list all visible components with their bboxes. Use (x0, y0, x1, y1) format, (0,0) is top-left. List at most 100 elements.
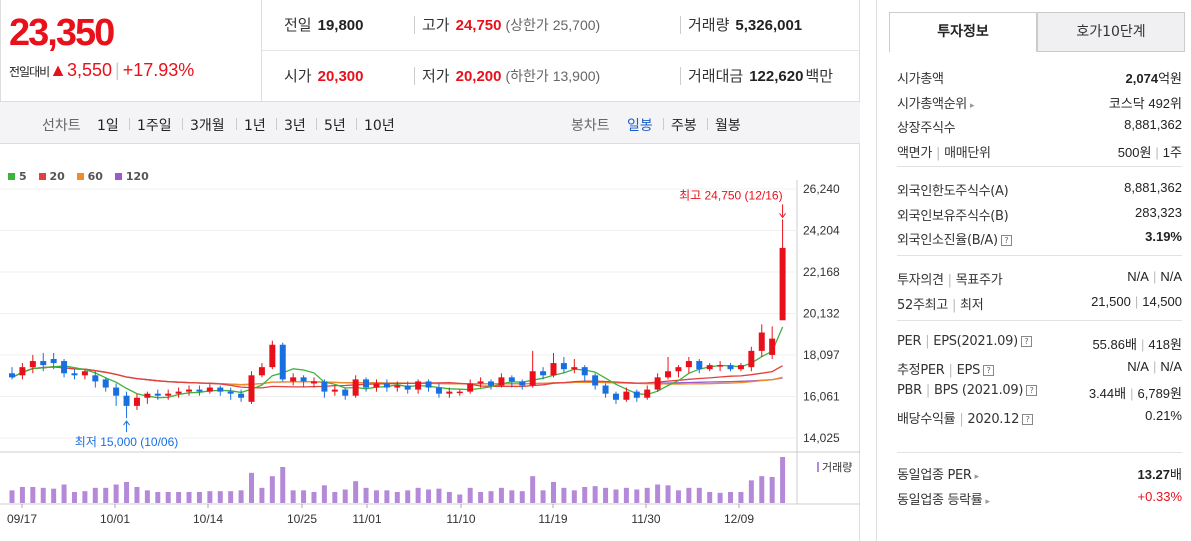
candle (644, 389, 651, 398)
chevron-right-icon[interactable]: ▸ (985, 496, 990, 507)
line-chart-label: 선차트 (42, 118, 81, 134)
candle (248, 375, 255, 402)
info-label: PER | EPS(2021.09)? (897, 334, 1032, 349)
volume-bar (623, 487, 629, 503)
info-row-g5-1[interactable]: 동일업종 등락률 ▸ +0.33% (897, 489, 1182, 509)
period-5y[interactable]: 5년 (324, 118, 346, 134)
info-row-g4-3[interactable]: 배당수익률 | 2020.12? 0.21% (897, 408, 1182, 428)
period-3m[interactable]: 3개월 (190, 118, 225, 134)
candle (206, 387, 213, 392)
info-row-g4-1[interactable]: 추정PER | EPS? N/A | N/A (897, 359, 1182, 379)
candle (477, 381, 484, 384)
info-value: 13.27배 (1137, 467, 1182, 482)
price-box: 23,350 전일대비▲3,550 | +17.93% (0, 0, 262, 102)
info-value: N/A | N/A (1127, 358, 1182, 374)
x-tick-label: 09/17 (7, 512, 37, 526)
volume-bar (144, 490, 150, 503)
info-label: 외국인한도주식수(A) (897, 184, 1009, 199)
info-divider (897, 452, 1182, 453)
volume-bar (582, 487, 588, 503)
help-icon[interactable]: ? (1022, 413, 1034, 425)
volume-bar (249, 472, 255, 503)
info-label: 액면가 | 매매단위 (897, 145, 991, 161)
info-label: 상장주식수 (897, 121, 956, 136)
candle (654, 377, 661, 390)
candle (300, 377, 307, 382)
info-value: 2,074억원 (1125, 71, 1182, 86)
volume-bar (769, 477, 775, 503)
x-tick-label: 11/19 (538, 512, 567, 526)
current-price: 23,350 (9, 12, 115, 54)
volume-bar (280, 467, 286, 503)
ma-legend: 5 20 60 120 (8, 170, 157, 183)
period-1y[interactable]: 1년 (244, 118, 266, 134)
info-value: +0.33% (1137, 488, 1182, 504)
volume-bar (207, 491, 213, 503)
change-percent: +17.93% (122, 60, 195, 80)
volume-bar (561, 487, 567, 503)
info-row-g4-0[interactable]: PER | EPS(2021.09)? 55.86배 | 418원 (897, 334, 1182, 354)
help-icon[interactable]: ? (1000, 235, 1012, 246)
info-row-g2-2[interactable]: 외국인소진율(B/A)? 3.19% (897, 229, 1182, 249)
volume: 거래량 5,326,001 (688, 17, 803, 34)
candlestick-chart: 26,240 24,204 22,168 20,132 18,097 16,061 14,0… (0, 180, 860, 526)
legend-ma60: 60 (76, 170, 103, 183)
info-row-g5-0[interactable]: 동일업종 PER ▸ 13.27배 (897, 464, 1182, 484)
candle (592, 375, 599, 386)
volume-legend-swatch (817, 462, 819, 472)
chevron-right-icon[interactable]: ▸ (974, 472, 980, 482)
volume-bar (540, 490, 546, 503)
candle (612, 393, 619, 400)
info-label: 동일업종 등락률 ▸ (897, 492, 990, 508)
volume-bar (405, 490, 411, 503)
candle-monthly[interactable]: 월봉 (715, 118, 741, 134)
candle (446, 391, 453, 394)
volume-bar (634, 489, 640, 503)
period-10y[interactable]: 10년 (364, 118, 395, 134)
candle (321, 381, 328, 392)
candle (769, 338, 776, 355)
volume-bar (436, 488, 442, 503)
candle (633, 391, 640, 398)
candle (175, 391, 182, 394)
tab-investment-info[interactable]: 투자정보 (889, 12, 1037, 52)
volume-bar (384, 490, 390, 503)
candle (61, 361, 68, 374)
volume-bar (446, 492, 452, 503)
candle-daily[interactable]: 일봉 (627, 118, 653, 134)
volume-bar (550, 482, 556, 503)
candle (279, 344, 286, 380)
candle (363, 379, 370, 388)
candle-weekly[interactable]: 주봉 (671, 118, 697, 134)
info-row-g4-2[interactable]: PBR | BPS (2021.09)? 3.44배 | 6,789원 (897, 383, 1182, 403)
candle (144, 393, 151, 398)
info-value: 8,881,362 (1124, 117, 1182, 132)
help-icon[interactable]: ? (1020, 336, 1032, 347)
info-value: 3.44배 | 6,789원 (1088, 386, 1182, 401)
volume-bar (571, 490, 577, 503)
volume-bar (51, 488, 57, 503)
help-icon[interactable]: ? (1026, 385, 1038, 396)
volume-bar (92, 487, 98, 503)
help-icon[interactable]: ? (983, 364, 995, 376)
candle (290, 377, 297, 382)
legend-ma20: 20 (38, 170, 65, 183)
volume-bar (259, 487, 265, 503)
period-1d[interactable]: 1일 (97, 118, 119, 134)
info-label: 시가총액 (897, 72, 944, 87)
candle (394, 385, 401, 388)
period-1w[interactable]: 1주일 (137, 118, 172, 134)
chevron-right-icon[interactable]: ▸ (969, 100, 975, 111)
volume-bar (165, 492, 171, 503)
candle (196, 389, 203, 392)
change-label: 전일대비 (9, 65, 50, 79)
volume-bar (186, 492, 192, 503)
candle (102, 379, 109, 388)
info-value: 0.21% (1145, 407, 1182, 423)
candle (342, 389, 349, 396)
info-row-g2-1: 외국인보유주식수(B) 283,323 (897, 205, 1182, 225)
tab-order-book[interactable]: 호가10단계 (1037, 12, 1185, 52)
period-3y[interactable]: 3년 (284, 118, 306, 134)
info-row-g1-1[interactable]: 시가총액순위 ▸ 코스닥 492위 (897, 93, 1182, 113)
